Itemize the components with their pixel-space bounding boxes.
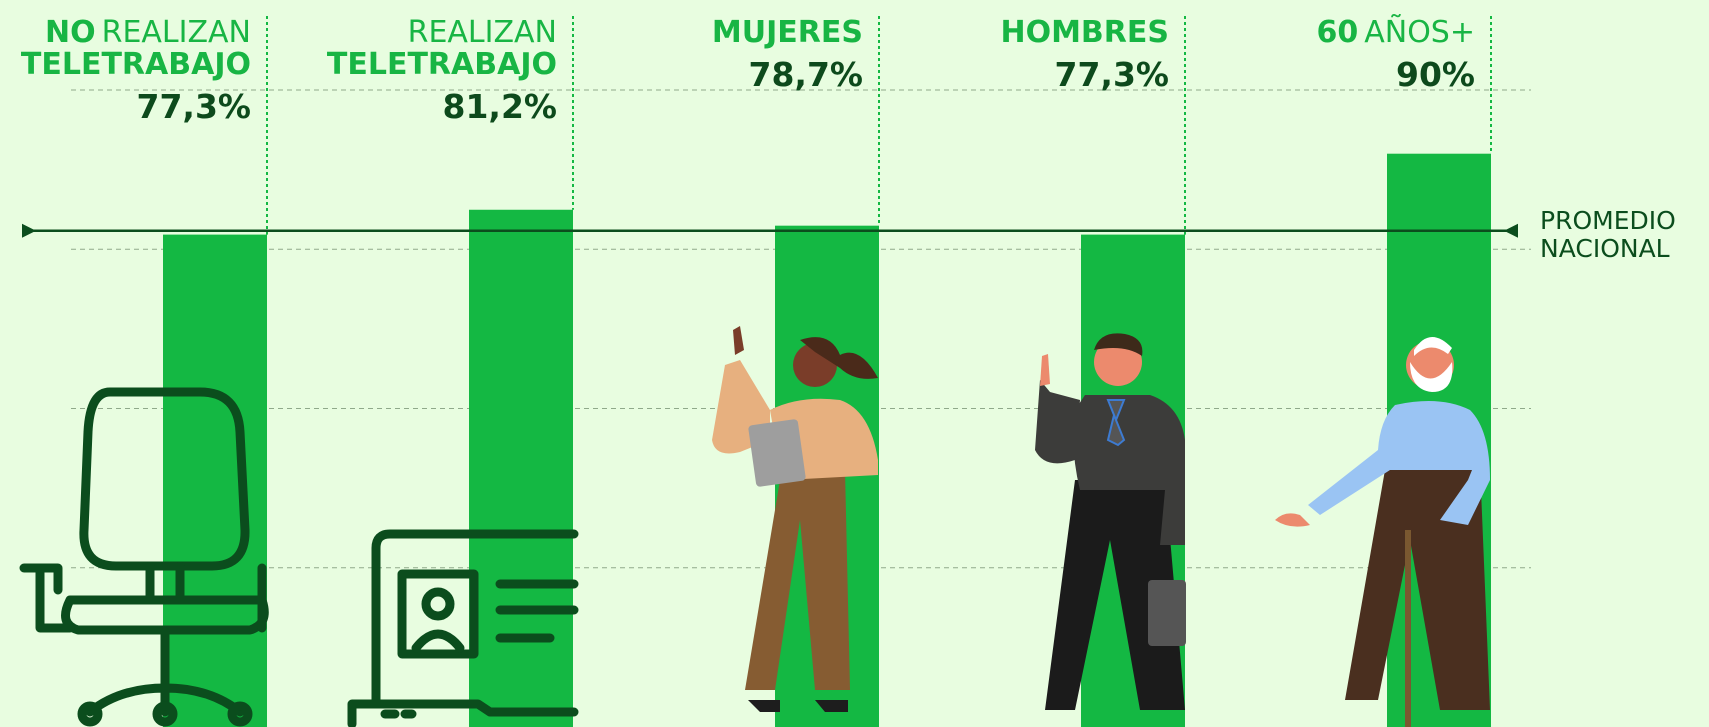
reference-label: NACIONAL xyxy=(1540,234,1670,263)
value-label: 78,7% xyxy=(749,55,864,94)
value-label: 77,3% xyxy=(137,87,252,126)
category-label: MUJERES xyxy=(712,15,863,50)
page: NOREALIZANTELETRABAJO77,3%REALIZANTELETR… xyxy=(0,0,1709,727)
category-label-part: 60 xyxy=(1316,15,1358,50)
category-label-part: TELETRABAJO xyxy=(21,47,251,82)
category-label-part: NO xyxy=(45,15,96,50)
reference-label: PROMEDIO xyxy=(1540,206,1676,235)
value-label: 81,2% xyxy=(443,87,558,126)
category-label-part: REALIZAN xyxy=(102,15,251,50)
category-label: TELETRABAJO xyxy=(21,47,251,82)
category-label: REALIZAN xyxy=(408,15,557,50)
chart: NOREALIZANTELETRABAJO77,3%REALIZANTELETR… xyxy=(0,0,1709,727)
bar xyxy=(469,210,573,727)
category-label-part: HOMBRES xyxy=(1000,15,1169,50)
value-label: 90% xyxy=(1396,55,1475,94)
category-label-part: MUJERES xyxy=(712,15,863,50)
category-label-part: AÑOS+ xyxy=(1364,14,1475,50)
category-label: HOMBRES xyxy=(1000,15,1169,50)
category-label-part: TELETRABAJO xyxy=(327,47,557,82)
bar xyxy=(163,235,267,727)
value-label: 77,3% xyxy=(1055,55,1170,94)
category-label-part: REALIZAN xyxy=(408,15,557,50)
category-label: TELETRABAJO xyxy=(327,47,557,82)
